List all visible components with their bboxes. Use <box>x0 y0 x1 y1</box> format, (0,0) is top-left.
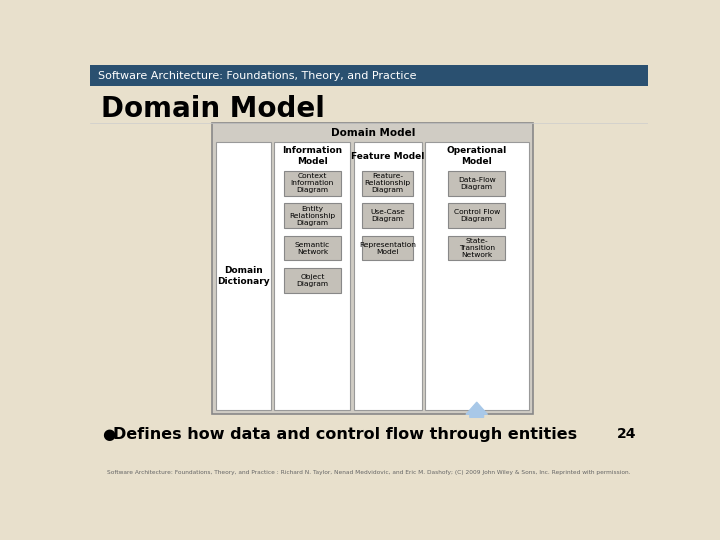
Text: State-
Transition
Network: State- Transition Network <box>459 238 495 258</box>
Bar <box>274 142 351 410</box>
Text: Information
Model: Information Model <box>282 146 343 166</box>
Text: Software Architecture: Foundations, Theory, and Practice : Richard N. Taylor, Ne: Software Architecture: Foundations, Theo… <box>107 470 631 475</box>
Text: ●: ● <box>102 427 116 442</box>
Bar <box>362 236 413 260</box>
Text: Semantic
Network: Semantic Network <box>294 241 330 254</box>
Text: Representation
Model: Representation Model <box>359 241 416 254</box>
Text: Entity
Relationship
Diagram: Entity Relationship Diagram <box>289 206 336 226</box>
FancyArrow shape <box>466 402 487 417</box>
Text: Use-Case
Diagram: Use-Case Diagram <box>370 209 405 222</box>
Bar <box>215 142 271 410</box>
Text: 24: 24 <box>616 427 636 441</box>
Bar <box>284 268 341 293</box>
Bar <box>284 236 341 260</box>
Text: Defines how data and control flow through entities: Defines how data and control flow throug… <box>113 427 577 442</box>
Bar <box>425 142 528 410</box>
Bar <box>448 204 505 228</box>
Text: Context
Information
Diagram: Context Information Diagram <box>291 173 334 193</box>
Bar <box>354 142 422 410</box>
Text: Domain Model: Domain Model <box>101 96 325 124</box>
Bar <box>212 123 534 414</box>
Bar <box>362 204 413 228</box>
Bar <box>90 65 648 86</box>
Text: Data-Flow
Diagram: Data-Flow Diagram <box>458 177 495 190</box>
Text: Domain
Dictionary: Domain Dictionary <box>217 266 270 286</box>
Bar <box>362 171 413 195</box>
Text: Domain Model: Domain Model <box>330 127 415 138</box>
Text: Operational
Model: Operational Model <box>446 146 507 166</box>
Text: Object
Diagram: Object Diagram <box>297 274 328 287</box>
Text: Software Architecture: Foundations, Theory, and Practice: Software Architecture: Foundations, Theo… <box>98 71 416 80</box>
Text: Feature Model: Feature Model <box>351 152 424 161</box>
Text: Control Flow
Diagram: Control Flow Diagram <box>454 209 500 222</box>
Bar <box>284 171 341 195</box>
Bar <box>448 171 505 195</box>
Text: Feature-
Relationship
Diagram: Feature- Relationship Diagram <box>364 173 410 193</box>
Bar <box>448 236 505 260</box>
Bar <box>284 204 341 228</box>
